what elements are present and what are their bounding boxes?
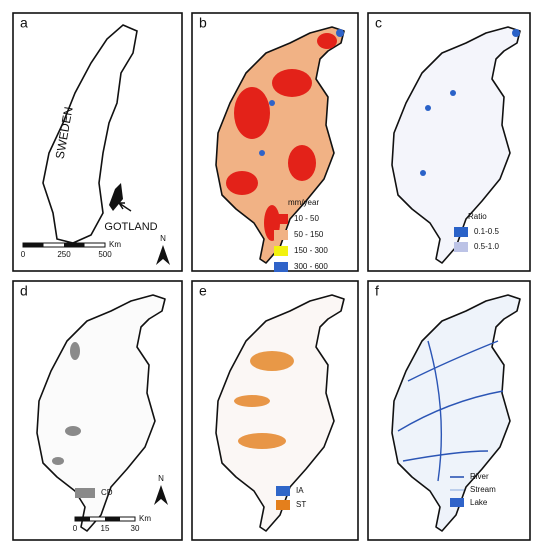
lake-patches bbox=[259, 29, 344, 156]
panel: c Ratio 0.1-0.5 0.5-1.0 bbox=[367, 12, 531, 272]
arrow bbox=[118, 202, 132, 212]
scale-unit: Km bbox=[109, 240, 121, 249]
scale-bar-fill bbox=[75, 517, 90, 521]
legend-swatch bbox=[276, 500, 290, 510]
scale-bar-fill bbox=[64, 243, 85, 247]
sweden-outline bbox=[42, 24, 138, 244]
legend-swatch bbox=[274, 230, 288, 240]
legend-title: mm/year bbox=[288, 198, 319, 207]
legend-label: 150 - 300 bbox=[294, 246, 328, 255]
legend-label: 10 - 50 bbox=[294, 214, 319, 223]
legend-label: River bbox=[470, 472, 489, 481]
north-label: N bbox=[158, 474, 164, 483]
legend-swatch bbox=[274, 214, 288, 224]
st-patches bbox=[234, 351, 294, 449]
scale-tick-label: 15 bbox=[101, 524, 110, 533]
legend-swatch bbox=[274, 262, 288, 272]
panel-letter: e bbox=[199, 283, 207, 299]
cd-patches bbox=[52, 342, 81, 465]
scale-unit: Km bbox=[139, 514, 151, 523]
legend-title: Ratio bbox=[468, 212, 487, 221]
recharge-patches bbox=[226, 33, 337, 241]
legend-swatch bbox=[454, 242, 468, 252]
panel: f River Stream Lake bbox=[367, 280, 531, 541]
gotland-shape bbox=[109, 183, 123, 211]
panel-letter: f bbox=[375, 283, 379, 299]
scale-tick-label: 30 bbox=[131, 524, 140, 533]
legend-swatches bbox=[450, 476, 464, 507]
ratio-patches bbox=[420, 29, 520, 176]
panel-letter: d bbox=[20, 283, 28, 299]
legend-label: CD bbox=[101, 488, 113, 497]
legend-label: Stream bbox=[470, 485, 496, 494]
legend-swatch bbox=[454, 227, 468, 237]
panel-letter: a bbox=[20, 15, 28, 31]
north-arrow bbox=[154, 485, 168, 505]
legend-label: ST bbox=[296, 500, 306, 509]
scale-tick-label: 250 bbox=[57, 250, 71, 259]
legend-label: Lake bbox=[470, 498, 488, 507]
scale-tick-label: 0 bbox=[21, 250, 26, 259]
legend-label: IA bbox=[296, 486, 304, 495]
legend-swatch bbox=[75, 488, 95, 498]
lake-swatch bbox=[450, 498, 464, 507]
legend-swatch bbox=[274, 246, 288, 256]
legend-label: 0.1-0.5 bbox=[474, 227, 499, 236]
scale-bar-fill bbox=[23, 243, 44, 247]
north-arrow bbox=[156, 245, 170, 265]
island-label: GOTLAND bbox=[104, 221, 157, 233]
scale-bar-fill bbox=[105, 517, 120, 521]
legend-label: 50 - 150 bbox=[294, 230, 324, 239]
legend-label: 0.5-1.0 bbox=[474, 242, 499, 251]
rivers bbox=[397, 340, 504, 482]
legend-swatch bbox=[276, 486, 290, 496]
legend-label: 300 - 600 bbox=[294, 262, 328, 271]
scale-tick-label: 500 bbox=[98, 250, 112, 259]
panel-letter: b bbox=[199, 15, 207, 31]
panel-letter: c bbox=[375, 15, 382, 31]
panel: e IA ST bbox=[191, 280, 359, 541]
panel: b mm/year 10 - 50 50 - 150 150 - 300 300 - 60… bbox=[191, 12, 359, 272]
scale-tick-label: 0 bbox=[73, 524, 78, 533]
north-label: N bbox=[160, 234, 166, 243]
